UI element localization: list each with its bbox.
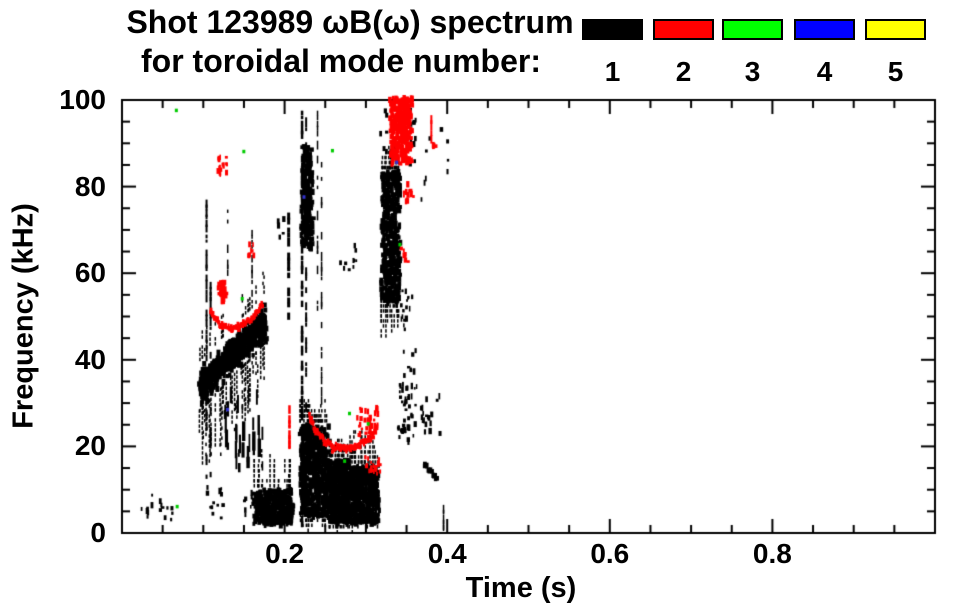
x-tick-label-0.4: 0.4 [427, 538, 467, 569]
legend-swatch-mode-2 [653, 19, 714, 40]
y-tick-label-40: 40 [74, 343, 106, 375]
legend-swatch-mode-4 [794, 19, 855, 40]
legend-label-mode-5: 5 [887, 56, 904, 87]
x-tick-label-0.2: 0.2 [265, 538, 305, 569]
legend-label-mode-1: 1 [604, 56, 621, 87]
x-tick-label-0.8: 0.8 [752, 538, 792, 569]
y-tick-label-60: 60 [74, 257, 106, 289]
legend-swatch-mode-5 [865, 19, 926, 40]
y-tick-label-80: 80 [74, 170, 106, 202]
plot-title-line1: Shot 123989 ωB(ω) spectrum [126, 4, 574, 40]
legend-swatch-mode-1 [582, 19, 643, 40]
x-axis-title: Time (s) [465, 572, 577, 604]
y-tick-label-100: 100 [59, 84, 106, 115]
y-tick-label-0: 0 [90, 517, 106, 548]
legend-label-mode-3: 3 [744, 56, 761, 87]
x-tick-label-0.6: 0.6 [590, 538, 630, 569]
legend-label-mode-4: 4 [816, 56, 833, 87]
plot-title-line2: for toroidal mode number: [141, 43, 541, 79]
y-tick-label-20: 20 [74, 430, 106, 462]
legend-swatch-mode-3 [722, 19, 783, 40]
legend-label-mode-2: 2 [675, 56, 692, 87]
y-axis-title: Frequency (kHz) [7, 203, 40, 429]
